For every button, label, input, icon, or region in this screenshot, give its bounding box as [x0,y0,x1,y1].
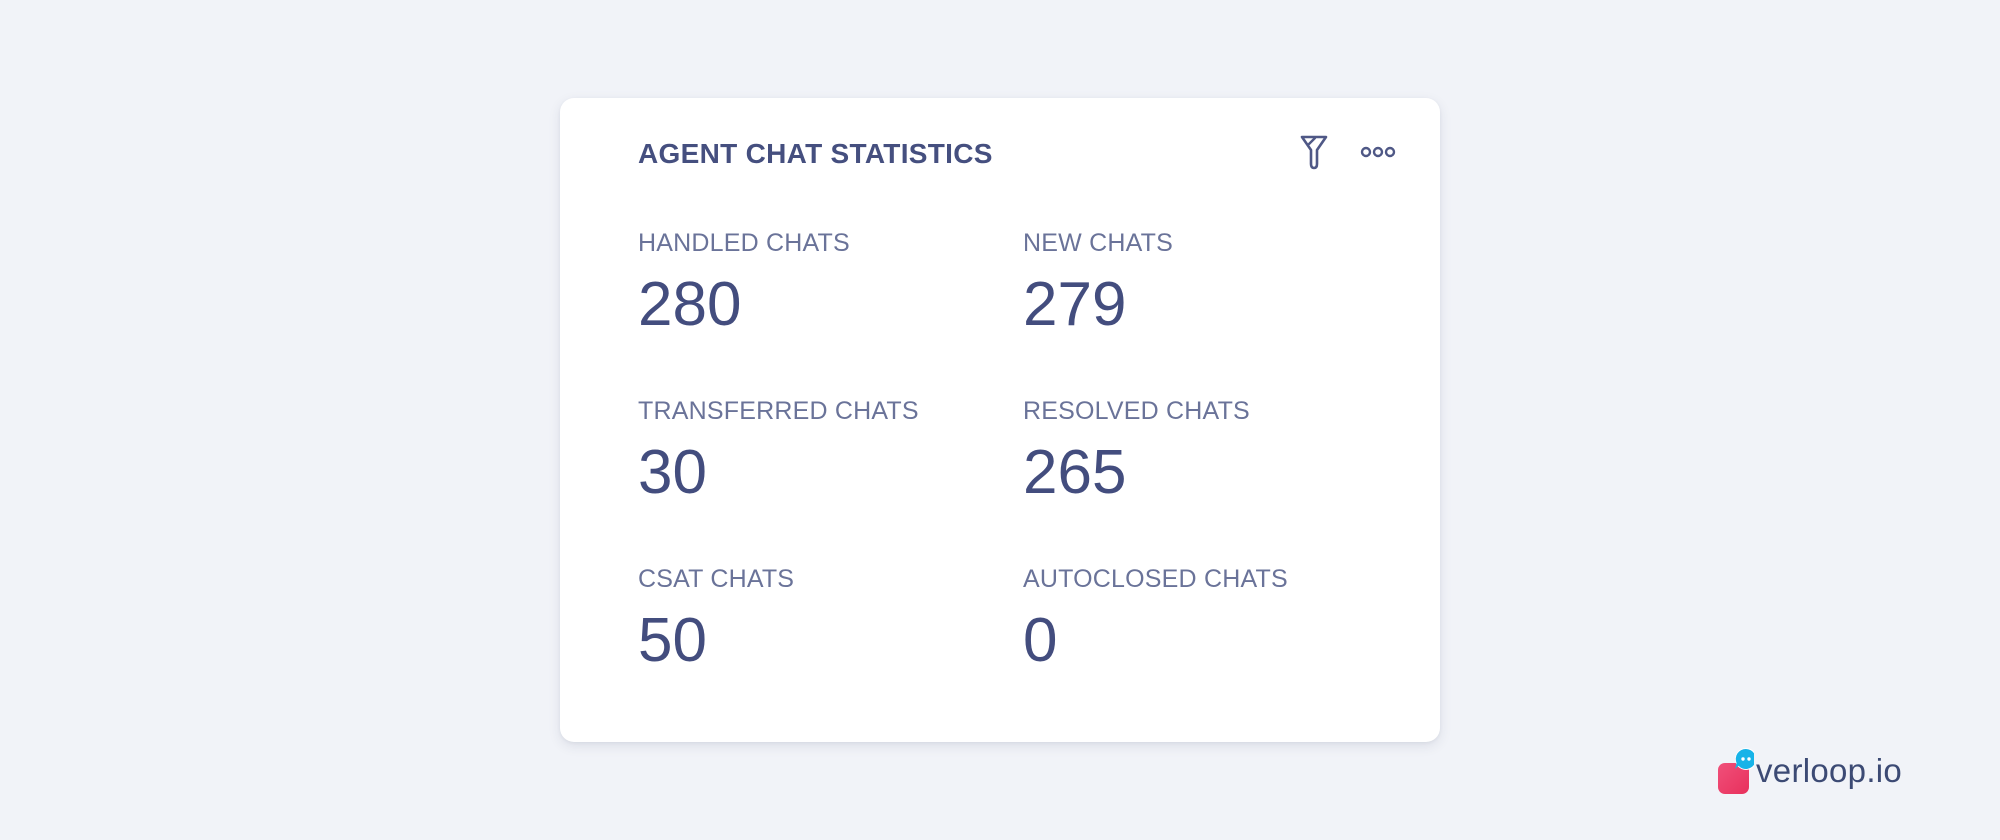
stat-label: TRANSFERRED CHATS [638,397,919,425]
more-options-button[interactable] [1360,132,1396,172]
stat-label: HANDLED CHATS [638,229,850,257]
filter-button[interactable] [1296,132,1332,172]
stat-handled-chats: HANDLED CHATS 280 [638,228,1023,396]
stat-value: 280 [638,270,742,339]
stat-label: AUTOCLOSED CHATS [1023,565,1288,593]
brand-name: verloop.io [1756,752,1903,789]
stat-autoclosed-chats: AUTOCLOSED CHATS 0 [1023,564,1363,732]
stat-value: 30 [638,438,707,507]
verloop-brand-logo: verloop.io [1716,746,1902,796]
stats-grid: HANDLED CHATS 280 NEW CHATS 279 TRANSFER… [638,228,1363,732]
stat-label: RESOLVED CHATS [1023,397,1250,425]
more-horizontal-icon [1360,146,1396,158]
agent-chat-statistics-card: AGENT CHAT STATISTICS HANDLED CHATS 280 … [560,98,1440,742]
stat-value: 279 [1023,270,1127,339]
stat-csat-chats: CSAT CHATS 50 [638,564,1023,732]
stat-value: 50 [638,606,707,675]
filter-icon [1300,135,1328,170]
stat-resolved-chats: RESOLVED CHATS 265 [1023,396,1363,564]
stat-value: 265 [1023,438,1127,507]
stat-label: NEW CHATS [1023,229,1173,257]
stat-label: CSAT CHATS [638,565,795,593]
card-header-actions [1296,132,1396,172]
verloop-logo-mark-icon [1716,746,1757,796]
card-title: AGENT CHAT STATISTICS [638,138,993,169]
stat-new-chats: NEW CHATS 279 [1023,228,1363,396]
stat-value: 0 [1023,606,1058,675]
stat-transferred-chats: TRANSFERRED CHATS 30 [638,396,1023,564]
